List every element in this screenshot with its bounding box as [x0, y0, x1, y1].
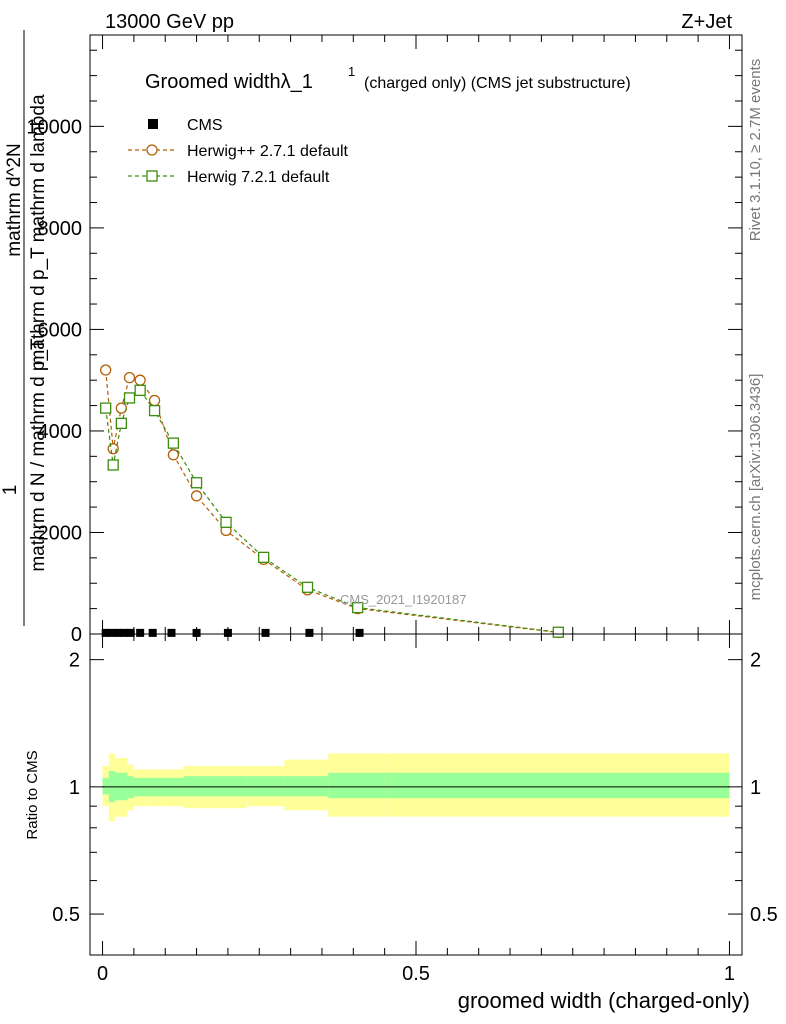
legend-marker-square	[146, 170, 158, 182]
legend-marker-circle	[146, 144, 158, 156]
main-y-tick-label: 0	[71, 624, 82, 646]
main-y-tick-label: 10000	[26, 116, 82, 138]
data-point-cms	[305, 628, 314, 637]
data-point-cms	[192, 628, 201, 637]
data-point-herwig7	[258, 551, 270, 563]
ratio-panel: 0.5 0.51 12 2 0 0.5 1 Ratio to CMS groomed wi…	[24, 633, 778, 1013]
ratio-x-ticks: 0 0.5 1	[97, 634, 735, 985]
data-point-cms	[167, 628, 176, 637]
ratio-inner-band	[384, 772, 730, 799]
data-point-herwig7	[123, 392, 136, 404]
ratio-y-tick-label-right: 0.5	[750, 904, 778, 926]
ratio-x-tick-label: 0.5	[402, 963, 430, 985]
data-point-cms	[136, 628, 145, 637]
data-point-herwig7	[115, 417, 127, 429]
main-y-tick-label: 8000	[38, 218, 83, 240]
plot-subtitle: (charged only) (CMS jet substructure)	[364, 75, 631, 92]
data-point-herwig7	[190, 477, 203, 489]
ratio-y-ticks: 0.5 0.5 1 1 2 2	[52, 650, 778, 926]
main-y-ticks: 0 2000 4000 6000 8000 10000	[26, 49, 742, 646]
y-label-fraction-denominator: mathrm d N / mathrm d p_T	[28, 338, 49, 572]
header-right-label: Z+Jet	[681, 11, 732, 33]
data-point-cms	[148, 628, 157, 637]
data-point-herwigpp	[148, 394, 161, 407]
ratio-y-tick-label: 2	[69, 650, 80, 672]
analysis-label: CMS_2021_I1920187	[340, 592, 467, 607]
main-y-tick-label: 4000	[38, 421, 83, 443]
ratio-bands	[102, 753, 730, 822]
plot-title: Groomed widthλ_1	[145, 71, 313, 93]
legend-marker-cms	[148, 119, 158, 129]
ratio-inner-band	[102, 777, 109, 795]
main-y-axis-label: mathrm d^2N mathrm d p_T mathrm d lambda…	[0, 30, 49, 626]
ratio-inner-band	[209, 776, 247, 797]
rivet-version-label: Rivet 3.1.10, ≥ 2.7M events	[747, 59, 764, 242]
mcplots-label: mcplots.cern.ch [arXiv:1306.3436]	[747, 374, 764, 601]
data-point-cms	[223, 628, 232, 637]
data-point-herwigpp	[167, 449, 180, 461]
data-point-herwig7	[148, 404, 161, 417]
ratio-x-tick-label: 1	[724, 963, 735, 985]
ratio-y-axis-label: Ratio to CMS	[24, 750, 41, 839]
data-point-herwigpp	[123, 371, 136, 384]
data-point-herwigpp	[134, 374, 146, 386]
main-y-tick-label: 6000	[38, 319, 83, 341]
data-point-cms	[114, 628, 123, 637]
ratio-inner-band	[246, 776, 285, 797]
ratio-y-tick-label-right: 1	[750, 777, 761, 799]
data-point-herwig7	[552, 626, 564, 638]
x-axis-label: groomed width (charged-only)	[458, 988, 750, 1013]
data-point-herwig7	[220, 516, 232, 528]
data-point-herwigpp	[190, 490, 203, 502]
legend-label: Herwig++ 2.7.1 default	[187, 143, 349, 160]
data-point-cms	[261, 628, 270, 637]
y-label-fraction-numerator: 1	[0, 485, 21, 496]
data-point-herwig7	[100, 402, 112, 414]
ratio-inner-band	[284, 776, 329, 797]
ratio-inner-band	[328, 772, 385, 799]
data-point-cms	[126, 628, 135, 637]
ratio-inner-band	[184, 776, 210, 797]
data-point-cms	[120, 628, 129, 637]
data-point-herwig7	[107, 459, 119, 471]
legend: CMS Herwig++ 2.7.1 default Herwig 7.2.1 de…	[128, 117, 349, 186]
plot-title-superscript: 1	[348, 64, 355, 79]
series-line-1	[105, 369, 559, 634]
data-point-herwig7	[352, 601, 364, 614]
data-point-herwig7	[167, 437, 180, 449]
y-label-rest: mathrm d p_T mathrm d lambda	[28, 94, 49, 365]
legend-label: Herwig 7.2.1 default	[187, 169, 330, 186]
main-series	[100, 364, 564, 639]
header-left-label: 13000 GeV pp	[105, 11, 234, 33]
ratio-y-tick-label: 1	[69, 777, 80, 799]
data-point-cms	[107, 628, 116, 637]
ratio-y-tick-label: 0.5	[52, 904, 80, 926]
y-label-numerator: mathrm d^2N	[4, 143, 25, 256]
legend-label: CMS	[187, 117, 223, 134]
data-point-cms	[355, 628, 364, 637]
ratio-x-tick-label: 0	[97, 963, 108, 985]
main-y-tick-label: 2000	[38, 522, 83, 544]
data-point-cms	[101, 628, 110, 637]
series-line-2	[105, 389, 559, 633]
data-point-herwig7	[301, 581, 314, 593]
data-point-herwig7	[134, 384, 146, 396]
ratio-y-tick-label-right: 2	[750, 650, 761, 672]
data-point-herwigpp	[100, 364, 112, 376]
